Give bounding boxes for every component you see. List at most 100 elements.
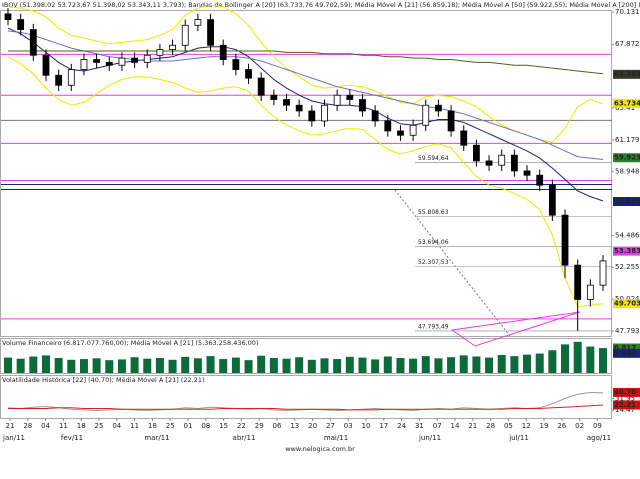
volume-bar [105,360,114,373]
price-marker [613,246,640,256]
volume-bar [396,357,405,373]
y-tick-label: 31.95 [615,394,635,402]
candle-body [510,154,518,172]
volatility-panel [0,375,612,419]
candle-body [105,62,113,66]
x-tick-label: 14 [451,422,460,430]
x-tick-label: 13 [290,422,299,430]
volume-bar [67,359,76,373]
footer: www.nelogica.com.br [285,445,355,453]
candle-body [574,264,582,300]
x-tick-label: 10 [362,422,371,430]
month-label: jul/11 [508,434,529,442]
candle-body [384,120,392,132]
price-marker [613,69,640,79]
volume-bar [54,357,63,373]
volume-bar [459,355,468,373]
candle-body [270,94,278,100]
trend-line [394,189,511,337]
candle-body [536,174,544,186]
candle-body [55,74,63,86]
candle-body [181,24,189,46]
candle-body [131,57,138,63]
level-label: 52.307,53 [418,259,449,266]
volume-bar [79,359,88,373]
x-tick-label: 27 [326,422,335,430]
month-label: abr/11 [233,434,256,442]
volume-bar [523,354,532,373]
x-tick-label: 26 [557,422,566,430]
price-marker [613,343,640,353]
x-tick-label: 17 [379,422,388,430]
volume-bar [485,357,494,373]
x-tick-label: 05 [504,422,513,430]
x-tick-label: 29 [255,422,264,430]
price-marker [613,98,640,108]
x-tick-label: 15 [219,422,228,430]
level-label: 47.793,49 [418,323,449,330]
price-marker-label: 22.21 [614,401,636,409]
x-tick-label: 02 [575,422,584,430]
candle-body [321,104,328,122]
volume-bar [421,356,430,373]
volume-bar [143,358,152,373]
candle-body [447,110,455,132]
x-tick-label: 18 [148,422,157,430]
x-tick-label: 06 [273,422,282,430]
price-marker-label: 63.734 [614,99,640,107]
level-label: 59.594,64 [418,155,449,162]
price-marker [613,400,640,410]
price-marker-label: 40.70 [614,388,636,396]
level-label: 55.808,63 [418,209,449,216]
candle-body [548,184,556,216]
x-tick-label: 25 [95,422,104,430]
volume-bar [345,356,354,373]
y-tick-label: 50.024 [615,295,640,303]
candle-body [283,99,290,106]
indicator-line [7,56,604,308]
volume-bar [497,355,506,373]
volume-bar [409,358,418,373]
candle-body [422,104,430,126]
x-tick-label: 31 [415,422,424,430]
volume-bar [573,341,582,373]
y-tick-label: 47.793 [615,327,640,335]
price-marker [613,299,640,309]
month-label: fev/11 [61,434,83,442]
candle-body [93,59,101,63]
volume-bar [307,359,316,373]
volume-bar [535,353,544,373]
x-tick-label: 08 [201,422,210,430]
y-tick-label: 70.131 [615,8,640,16]
candle-body [371,110,379,122]
candle-body [460,130,468,146]
y-tick-label: 52.255 [615,263,640,271]
x-tick-label: 11 [59,422,68,430]
candle-body [485,160,493,166]
candle-body [232,59,240,70]
y-tick-label: 58.948 [615,168,640,176]
candle-body [473,144,480,162]
price-marker-label: 65.763 [614,70,640,78]
volume-bar [16,358,25,373]
volume-bar [130,357,139,373]
x-tick-label: 01 [184,422,193,430]
candle-body [118,57,126,66]
volume-bar [358,357,367,373]
x-tick-label: 21 [6,422,15,430]
volatility-header: Volatilidade Histórica [22] (40,70); Méd… [2,376,205,384]
volume-bar [181,356,190,373]
volume-bar [599,348,607,373]
candle-body [194,19,202,26]
y-tick-label: 14.47 [615,406,635,414]
x-tick-label: 28 [486,422,495,430]
candle-body [359,99,366,112]
indicator-line [8,50,604,75]
price-marker-label: 6.817 [614,344,636,352]
volume-bar [219,359,228,373]
volume-bar [586,346,595,373]
price-marker [613,387,640,397]
price-marker-label: 56.859 [614,198,640,206]
candle-body [207,19,214,46]
